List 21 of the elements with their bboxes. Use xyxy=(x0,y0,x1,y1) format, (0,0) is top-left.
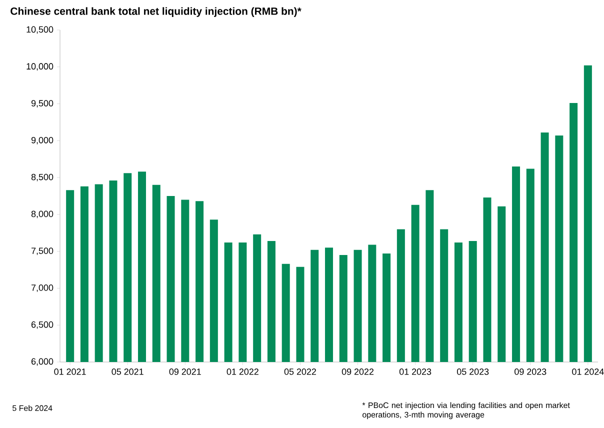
x-tick-label: 01 2024 xyxy=(572,368,604,375)
x-tick-label: 01 2022 xyxy=(226,368,258,375)
x-tick-label: 09 2022 xyxy=(342,368,374,375)
x-tick-label: 05 2022 xyxy=(284,368,316,375)
x-tick-label: 05 2021 xyxy=(112,368,144,375)
y-tick-label: 6,500 xyxy=(32,321,54,329)
y-tick-label: 6,000 xyxy=(32,358,54,366)
x-tick-label: 09 2021 xyxy=(169,368,201,375)
y-tick-label: 7,000 xyxy=(32,284,54,292)
y-tick-label: 8,000 xyxy=(31,210,54,218)
y-tick-label: 10,000 xyxy=(26,63,54,71)
y-tick-label: 9,500 xyxy=(31,100,54,108)
x-tick-label: 01 2021 xyxy=(54,368,86,375)
x-tick-label: 05 2023 xyxy=(457,368,489,375)
y-tick-label: 8,500 xyxy=(31,174,54,182)
x-tick-label: 09 2023 xyxy=(514,368,546,375)
y-tick-label: 10,500 xyxy=(26,26,54,34)
x-tick-label: 01 2023 xyxy=(399,368,432,375)
chart-title: Chinese central bank total net liquidity injection (RMB bn)* xyxy=(10,7,302,17)
y-tick-label: 9,000 xyxy=(31,136,54,144)
y-tick-label: 7,500 xyxy=(32,248,54,256)
